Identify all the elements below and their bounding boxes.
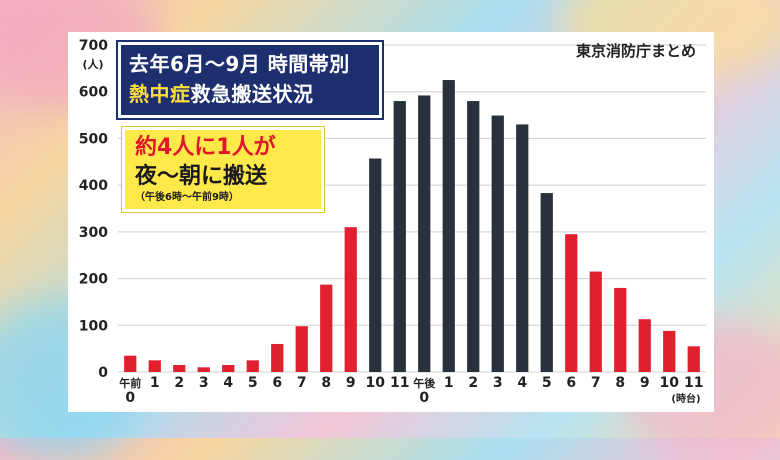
bar <box>614 287 627 372</box>
y-tick-label: 600 <box>79 85 108 101</box>
chart-title-line2: 熱中症救急搬送状況 <box>129 79 371 109</box>
title-rest: 救急搬送状況 <box>190 82 314 106</box>
y-tick-label: 100 <box>79 318 108 334</box>
x-tick-label: 0 <box>125 390 135 406</box>
x-tick-label: 1 <box>150 375 160 391</box>
bar <box>442 80 455 373</box>
y-tick-label: 700 <box>79 38 108 54</box>
bar <box>687 346 700 372</box>
y-tick-label: 200 <box>79 272 108 288</box>
bar <box>124 355 137 372</box>
x-tick-label: 10 <box>366 375 386 391</box>
x-tick-label: 10 <box>660 375 680 391</box>
annotation-line3: （午後6時～午前9時） <box>135 192 239 203</box>
chart-title-line1: 去年6月～9月 時間帯別 <box>129 52 350 76</box>
x-tick-label: 午前 <box>119 376 141 390</box>
x-tick-label: 11 <box>684 375 703 391</box>
x-tick-label: 5 <box>248 375 258 391</box>
chart-title-box: 去年6月～9月 時間帯別 熱中症救急搬送状況 <box>118 42 382 118</box>
x-tick-label: 4 <box>517 375 527 391</box>
bar <box>295 326 308 372</box>
x-tick-label: 8 <box>321 375 331 391</box>
x-tick-label: 2 <box>174 375 184 391</box>
annotation-line2: 夜～朝に搬送 <box>135 164 268 189</box>
x-tick-label: 7 <box>591 375 601 391</box>
x-axis-unit: (時台) <box>671 392 700 405</box>
bar <box>589 271 602 372</box>
annotation-line1: 約4人に1人が <box>135 135 276 160</box>
x-tick-label: 9 <box>346 375 356 391</box>
x-tick-label: 6 <box>566 375 576 391</box>
x-tick-label: 11 <box>390 375 409 391</box>
bar <box>540 193 553 372</box>
x-tick-label: 3 <box>493 375 503 391</box>
bar <box>565 234 578 372</box>
bar <box>393 101 406 373</box>
bar <box>173 364 186 372</box>
bar <box>271 343 284 372</box>
annotation-box: 約4人に1人が 夜～朝に搬送 （午後6時～午前9時） <box>122 127 324 212</box>
bar <box>320 284 333 372</box>
bar <box>663 330 676 372</box>
y-tick-label: 400 <box>79 178 108 194</box>
bar <box>344 227 357 372</box>
x-tick-label: 7 <box>297 375 307 391</box>
bar <box>148 360 161 372</box>
x-tick-label: 8 <box>615 375 625 391</box>
bar <box>246 360 259 372</box>
y-tick-label: 300 <box>79 225 108 241</box>
bar <box>516 124 529 373</box>
x-tick-label: 午後 <box>413 376 436 390</box>
bar <box>197 367 210 372</box>
x-tick-label: 2 <box>468 375 478 391</box>
x-tick-label: 6 <box>272 375 282 391</box>
y-tick-label: 0 <box>98 365 108 381</box>
y-tick-label: 500 <box>79 131 108 147</box>
source-credit: 東京消防庁まとめ <box>575 42 696 60</box>
x-tick-label: 3 <box>199 375 209 391</box>
bar <box>369 158 382 372</box>
x-tick-label: 5 <box>542 375 552 391</box>
bar <box>222 364 235 372</box>
x-tick-label: 0 <box>419 390 429 406</box>
y-axis-label: (人) <box>82 57 103 71</box>
bar <box>638 319 651 372</box>
title-highlight: 熱中症 <box>129 82 191 106</box>
x-tick-label: 1 <box>444 375 454 391</box>
x-tick-label: 4 <box>223 375 233 391</box>
bar <box>418 95 431 373</box>
x-tick-label: 9 <box>640 375 650 391</box>
bar <box>491 115 504 372</box>
bar <box>467 101 480 373</box>
